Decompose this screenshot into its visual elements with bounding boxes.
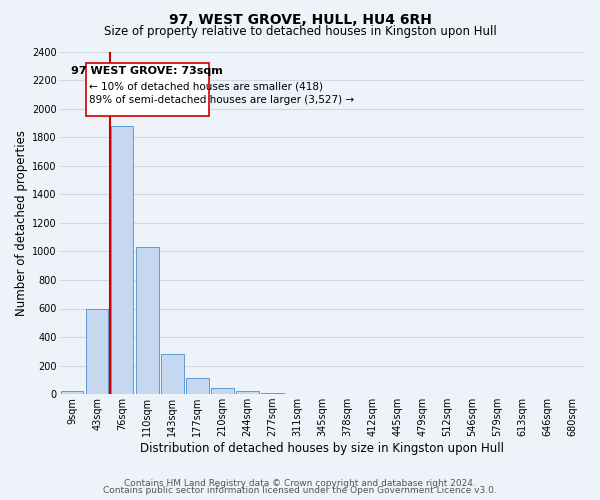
Text: Contains HM Land Registry data © Crown copyright and database right 2024.: Contains HM Land Registry data © Crown c… bbox=[124, 478, 476, 488]
Bar bbox=[211, 388, 233, 394]
Text: Size of property relative to detached houses in Kingston upon Hull: Size of property relative to detached ho… bbox=[104, 25, 496, 38]
X-axis label: Distribution of detached houses by size in Kingston upon Hull: Distribution of detached houses by size … bbox=[140, 442, 505, 455]
Text: 97, WEST GROVE, HULL, HU4 6RH: 97, WEST GROVE, HULL, HU4 6RH bbox=[169, 12, 431, 26]
Bar bbox=[86, 308, 109, 394]
Text: 89% of semi-detached houses are larger (3,527) →: 89% of semi-detached houses are larger (… bbox=[89, 96, 354, 106]
Bar bbox=[111, 126, 133, 394]
Text: ← 10% of detached houses are smaller (418): ← 10% of detached houses are smaller (41… bbox=[89, 82, 323, 92]
Bar bbox=[61, 392, 83, 394]
FancyBboxPatch shape bbox=[86, 63, 209, 116]
Bar bbox=[186, 378, 209, 394]
Bar bbox=[236, 392, 259, 394]
Text: Contains public sector information licensed under the Open Government Licence v3: Contains public sector information licen… bbox=[103, 486, 497, 495]
Y-axis label: Number of detached properties: Number of detached properties bbox=[15, 130, 28, 316]
Text: 97 WEST GROVE: 73sqm: 97 WEST GROVE: 73sqm bbox=[71, 66, 223, 76]
Bar bbox=[161, 354, 184, 394]
Bar bbox=[136, 247, 158, 394]
